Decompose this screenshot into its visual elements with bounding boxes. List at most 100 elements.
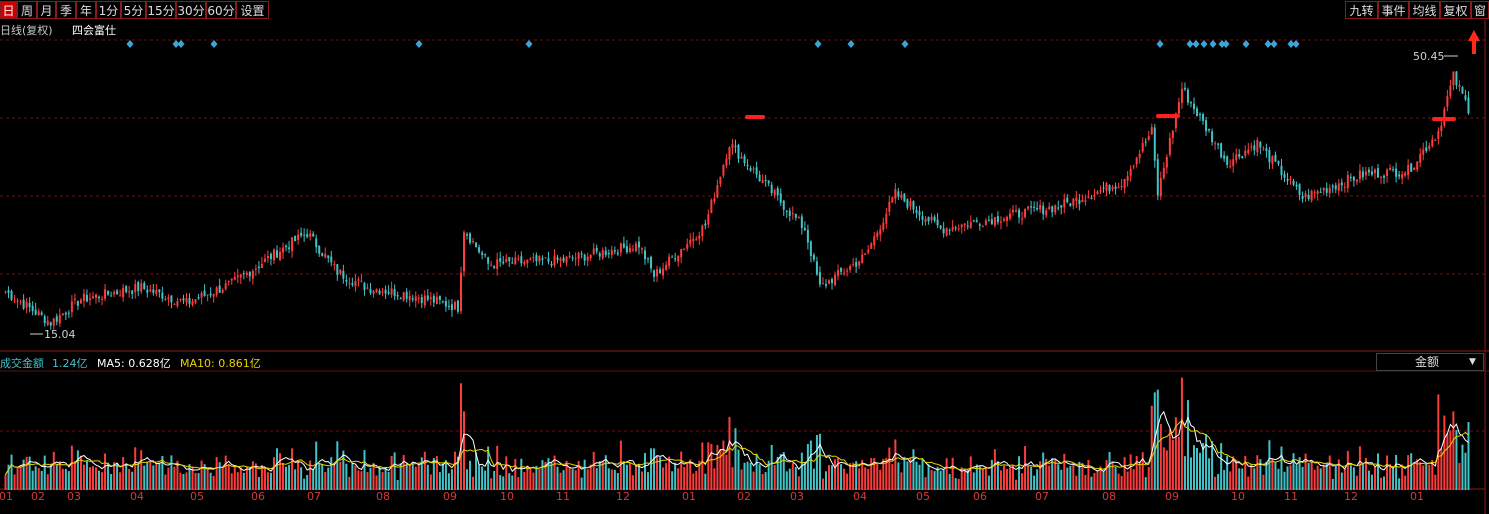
volume-bar	[1383, 476, 1386, 490]
volume-bar	[906, 461, 909, 490]
volume-bar	[466, 469, 469, 490]
candle-body	[1349, 177, 1352, 179]
volume-bar	[936, 466, 939, 490]
period-button-9[interactable]: 60分	[206, 1, 236, 19]
candle-body	[963, 223, 966, 226]
candle-body	[122, 288, 125, 298]
volume-bar	[1072, 463, 1075, 490]
candle-body	[248, 272, 251, 277]
candle-body	[1015, 210, 1018, 212]
resistance-marker	[1156, 114, 1180, 118]
volume-bar	[628, 462, 631, 490]
volume-bar	[1319, 468, 1322, 490]
candle-body	[31, 305, 34, 312]
volume-bar	[532, 472, 535, 490]
volume-bar	[867, 468, 870, 490]
volume-bar	[1361, 463, 1364, 490]
period-button-1[interactable]: 周	[17, 1, 37, 19]
volume-bar	[423, 451, 426, 490]
candle-body	[740, 156, 743, 159]
candle-body	[167, 297, 170, 300]
volume-bar	[64, 468, 67, 490]
candle-body	[164, 298, 167, 300]
volume-bar	[188, 464, 191, 490]
volume-bar	[625, 464, 628, 490]
candle-body	[758, 174, 761, 182]
volume-bar	[55, 464, 58, 490]
volume-bar	[95, 467, 98, 490]
tool-button-2[interactable]: 均线	[1409, 1, 1440, 19]
period-button-2[interactable]: 月	[37, 1, 56, 19]
candle-body	[1069, 203, 1072, 206]
volume-bar	[1042, 452, 1045, 490]
candle-body	[677, 255, 680, 262]
candle-body	[737, 144, 740, 159]
volume-bar	[1048, 465, 1051, 490]
candle-body	[91, 296, 94, 299]
candle-body	[499, 258, 502, 262]
volume-bar	[1111, 461, 1114, 490]
candle-body	[1434, 139, 1437, 141]
period-button-3[interactable]: 季	[56, 1, 76, 19]
volume-bar	[393, 452, 396, 490]
candle-body	[1343, 186, 1346, 188]
period-button-10[interactable]: 设置	[236, 1, 269, 19]
volume-bar	[1033, 475, 1036, 490]
volume-bar	[411, 464, 414, 490]
period-button-7[interactable]: 15分	[146, 1, 176, 19]
volume-bar	[927, 464, 930, 490]
candle-body	[861, 254, 864, 264]
volume-bar	[1005, 468, 1008, 490]
candle-body	[98, 296, 101, 299]
volume-bar	[891, 464, 894, 490]
tool-button-3[interactable]: 复权	[1440, 1, 1471, 19]
volume-bar	[1171, 439, 1174, 490]
volume-bar	[1250, 463, 1253, 490]
candle-body	[285, 245, 288, 248]
period-button-5[interactable]: 1分	[96, 1, 121, 19]
candle-body	[698, 235, 701, 239]
tool-button-4[interactable]: 窗	[1471, 1, 1489, 19]
volume-bar	[1060, 469, 1063, 490]
candle-body	[520, 256, 523, 264]
volume-type-dropdown[interactable]: 金额 ▼	[1376, 353, 1484, 371]
candle-body	[867, 249, 870, 253]
tool-button-0[interactable]: 九转	[1345, 1, 1378, 19]
volume-bar	[975, 464, 978, 490]
candle-body	[1458, 84, 1461, 87]
period-button-8[interactable]: 30分	[176, 1, 206, 19]
candle-body	[761, 180, 764, 184]
volume-bar	[444, 460, 447, 490]
volume-bar	[948, 474, 951, 490]
candle-body	[885, 213, 888, 224]
period-button-6[interactable]: 5分	[121, 1, 146, 19]
volume-bar	[885, 457, 888, 490]
month-tick-label: 05	[190, 490, 204, 503]
tool-button-1[interactable]: 事件	[1378, 1, 1409, 19]
volume-bar	[282, 462, 285, 490]
period-button-4[interactable]: 年	[76, 1, 96, 19]
candle-body	[589, 254, 592, 259]
volume-bar	[110, 473, 113, 490]
volume-bar	[1307, 462, 1310, 490]
volume-bar	[791, 462, 794, 490]
volume-bar	[1428, 464, 1431, 490]
candle-body	[1392, 169, 1395, 171]
candle-body	[686, 244, 689, 249]
volume-bar	[122, 457, 125, 490]
candle-body	[1235, 154, 1238, 161]
volume-bar	[493, 470, 496, 490]
candle-body	[221, 290, 224, 293]
volume-bar	[770, 444, 773, 490]
month-tick-label: 10	[1231, 490, 1245, 503]
candle-body	[55, 316, 58, 322]
period-button-0[interactable]: 日	[0, 1, 17, 19]
candle-body	[1407, 164, 1410, 176]
candle-body	[194, 299, 197, 303]
volume-bar	[357, 470, 360, 490]
volume-bar	[1280, 446, 1283, 490]
volume-bar	[876, 462, 879, 490]
candle-body	[1292, 180, 1295, 185]
candle-body	[257, 266, 260, 268]
volume-bar	[622, 461, 625, 490]
